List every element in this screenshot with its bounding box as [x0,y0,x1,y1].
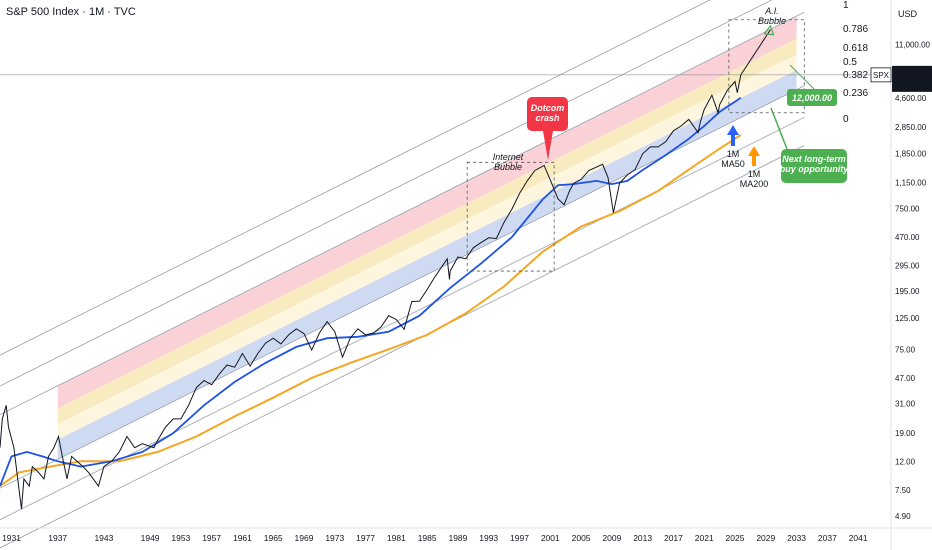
x-tick-label: 1985 [418,533,437,543]
y-tick-label: 7.50 [895,486,911,495]
channel-rail-0786 [0,11,805,416]
channel-rail-lower-outer [0,145,805,549]
x-tick-label: 2025 [726,533,745,543]
projection-line [740,29,771,76]
fib-label-0_236: 0.236 [843,88,868,99]
target-callout-box [787,89,837,106]
channel-rail-1 [0,0,773,387]
x-tick-label: 2013 [633,533,652,543]
ma200-label: 1M MA200 [740,169,769,189]
currency-label: USD [898,9,918,19]
dotcom-callout-text: Dotcom crash [531,103,565,123]
x-tick-label: 2009 [602,533,621,543]
fib-band-blue [57,70,797,460]
target-connector [789,64,816,91]
projection-arrowhead [763,24,775,36]
x-tick-label: 1965 [264,533,283,543]
y-tick-label: 470.00 [895,233,920,242]
ai-bubble-box [728,19,805,114]
x-tick-label: 1931 [2,533,21,543]
x-tick-label: 1961 [233,533,252,543]
symbol-tag [870,67,892,83]
buy-callout-box [781,149,847,183]
y-tick-label: 1,150.00 [895,178,927,187]
y-tick-label: 31.00 [895,399,916,408]
x-tick-label: 2017 [664,533,683,543]
target-callout-text: 12,000.00 [792,93,832,103]
fib-band-yellow [57,38,797,425]
channel-rail-0236 [0,85,805,489]
x-tick-label: 1989 [448,533,467,543]
fib-label-0_618: 0.618 [843,43,868,54]
fib-label-1: 1 [843,0,849,11]
x-tick-label: 1997 [510,533,529,543]
y-tick-label: 75.00 [895,345,916,354]
y-tick-label: 47.00 [895,374,916,383]
dotcom-callout-box [527,97,568,131]
ma50-label: 1M MA50 [721,149,745,169]
x-tick-label: 1977 [356,533,375,543]
ma50-arrow [727,125,739,146]
x-tick-label: 1993 [479,533,498,543]
internet-bubble-box [466,161,555,272]
y-tick-label: 19.00 [895,429,916,438]
price-tag-box [892,65,932,92]
x-tick-label: 1973 [325,533,344,543]
chart-title: S&P 500 Index · 1M · TVC [6,6,136,18]
fib-label-0_5: 0.5 [843,57,857,68]
y-tick-label: 4,600.00 [895,94,927,103]
fib-band-red [57,16,797,409]
channel-rail-0 [0,116,805,521]
ma200-arrow [748,146,760,166]
fib-label-0_382: 0.382 [843,70,868,81]
x-tick-label: 1949 [141,533,160,543]
x-tick-label: 2037 [818,533,837,543]
y-tick-label: 125.00 [895,314,920,323]
fib-label-0: 0 [843,114,849,125]
y-tick-label: 11,000.00 [895,41,931,50]
buy-callout-text: Next long-term buy opportunity [780,154,849,174]
series-ma200-line [0,134,742,487]
symbol-tag-text: SPX [873,71,890,80]
x-tick-label: 1937 [48,533,67,543]
fib-band-cream [57,54,797,440]
channel-rail-upper-outer [0,0,711,356]
ai-bubble-label: A.I. Bubble [758,6,786,26]
x-tick-label: 2029 [756,533,775,543]
x-tick-label: 2033 [787,533,806,543]
series-price-line [0,74,742,510]
dotcom-callout-pointer [543,131,553,160]
buy-callout-pointer [770,107,788,150]
y-tick-label: 195.00 [895,287,920,296]
y-tick-label: 4.90 [895,512,911,521]
price-tag-countdown: 7d 9h [897,81,917,90]
y-tick-label: 12.00 [895,457,916,466]
x-tick-label: 1943 [94,533,113,543]
x-tick-label: 1981 [387,533,406,543]
y-tick-label: 295.00 [895,262,920,271]
fib-label-0_786: 0.786 [843,24,868,35]
x-tick-label: 2001 [541,533,560,543]
x-tick-label: 2021 [695,533,714,543]
x-tick-label: 2041 [849,533,868,543]
x-tick-label: 2005 [572,533,591,543]
internet-bubble-label: Internet Bubble [493,152,524,172]
y-tick-label: 1,850.00 [895,149,927,158]
x-tick-label: 1969 [295,533,314,543]
x-tick-label: 1953 [171,533,190,543]
y-tick-label: 750.00 [895,205,920,214]
x-tick-label: 1957 [202,533,221,543]
series-ma50-line [0,97,742,487]
y-tick-label: 2,850.00 [895,123,927,132]
price-tag-value: 6,693.75 [895,70,927,79]
